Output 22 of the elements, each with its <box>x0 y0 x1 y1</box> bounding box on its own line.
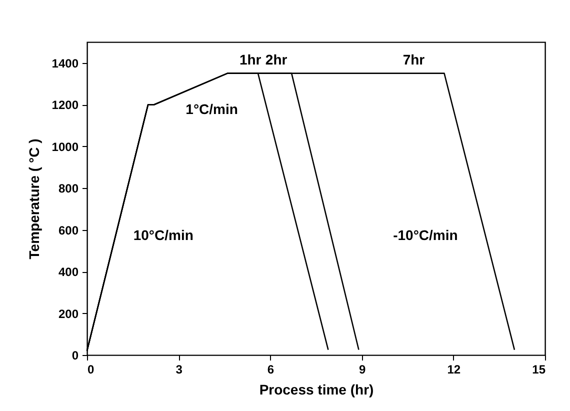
annotation: 1hr <box>239 51 262 68</box>
y-tick-label: 1200 <box>52 98 79 112</box>
x-tick-label: 15 <box>532 362 546 376</box>
y-tick-label: 1400 <box>52 56 79 70</box>
annotation: 7hr <box>402 51 426 68</box>
annotation: -10°C/min <box>393 227 458 244</box>
y-tick-label: 800 <box>58 182 79 196</box>
x-tick-label: 3 <box>176 362 183 376</box>
y-tick-label: 0 <box>72 348 79 362</box>
x-tick-label: 6 <box>267 362 274 376</box>
y-axis-title: Temperature ( °C ) <box>26 138 42 260</box>
y-tick-label: 1000 <box>52 140 79 154</box>
annotation: 2hr <box>265 51 288 68</box>
y-tick-label: 400 <box>58 265 79 280</box>
y-tick-label: 200 <box>58 306 79 321</box>
x-axis-title: Process time (hr) <box>259 382 374 398</box>
y-tick-label: 600 <box>58 223 79 238</box>
annotation: 1°C/min <box>186 100 238 117</box>
annotation: 10°C/min <box>133 227 194 244</box>
x-tick-label: 9 <box>358 362 366 376</box>
x-tick-label: 0 <box>88 362 94 376</box>
x-tick-label: 12 <box>447 362 461 376</box>
